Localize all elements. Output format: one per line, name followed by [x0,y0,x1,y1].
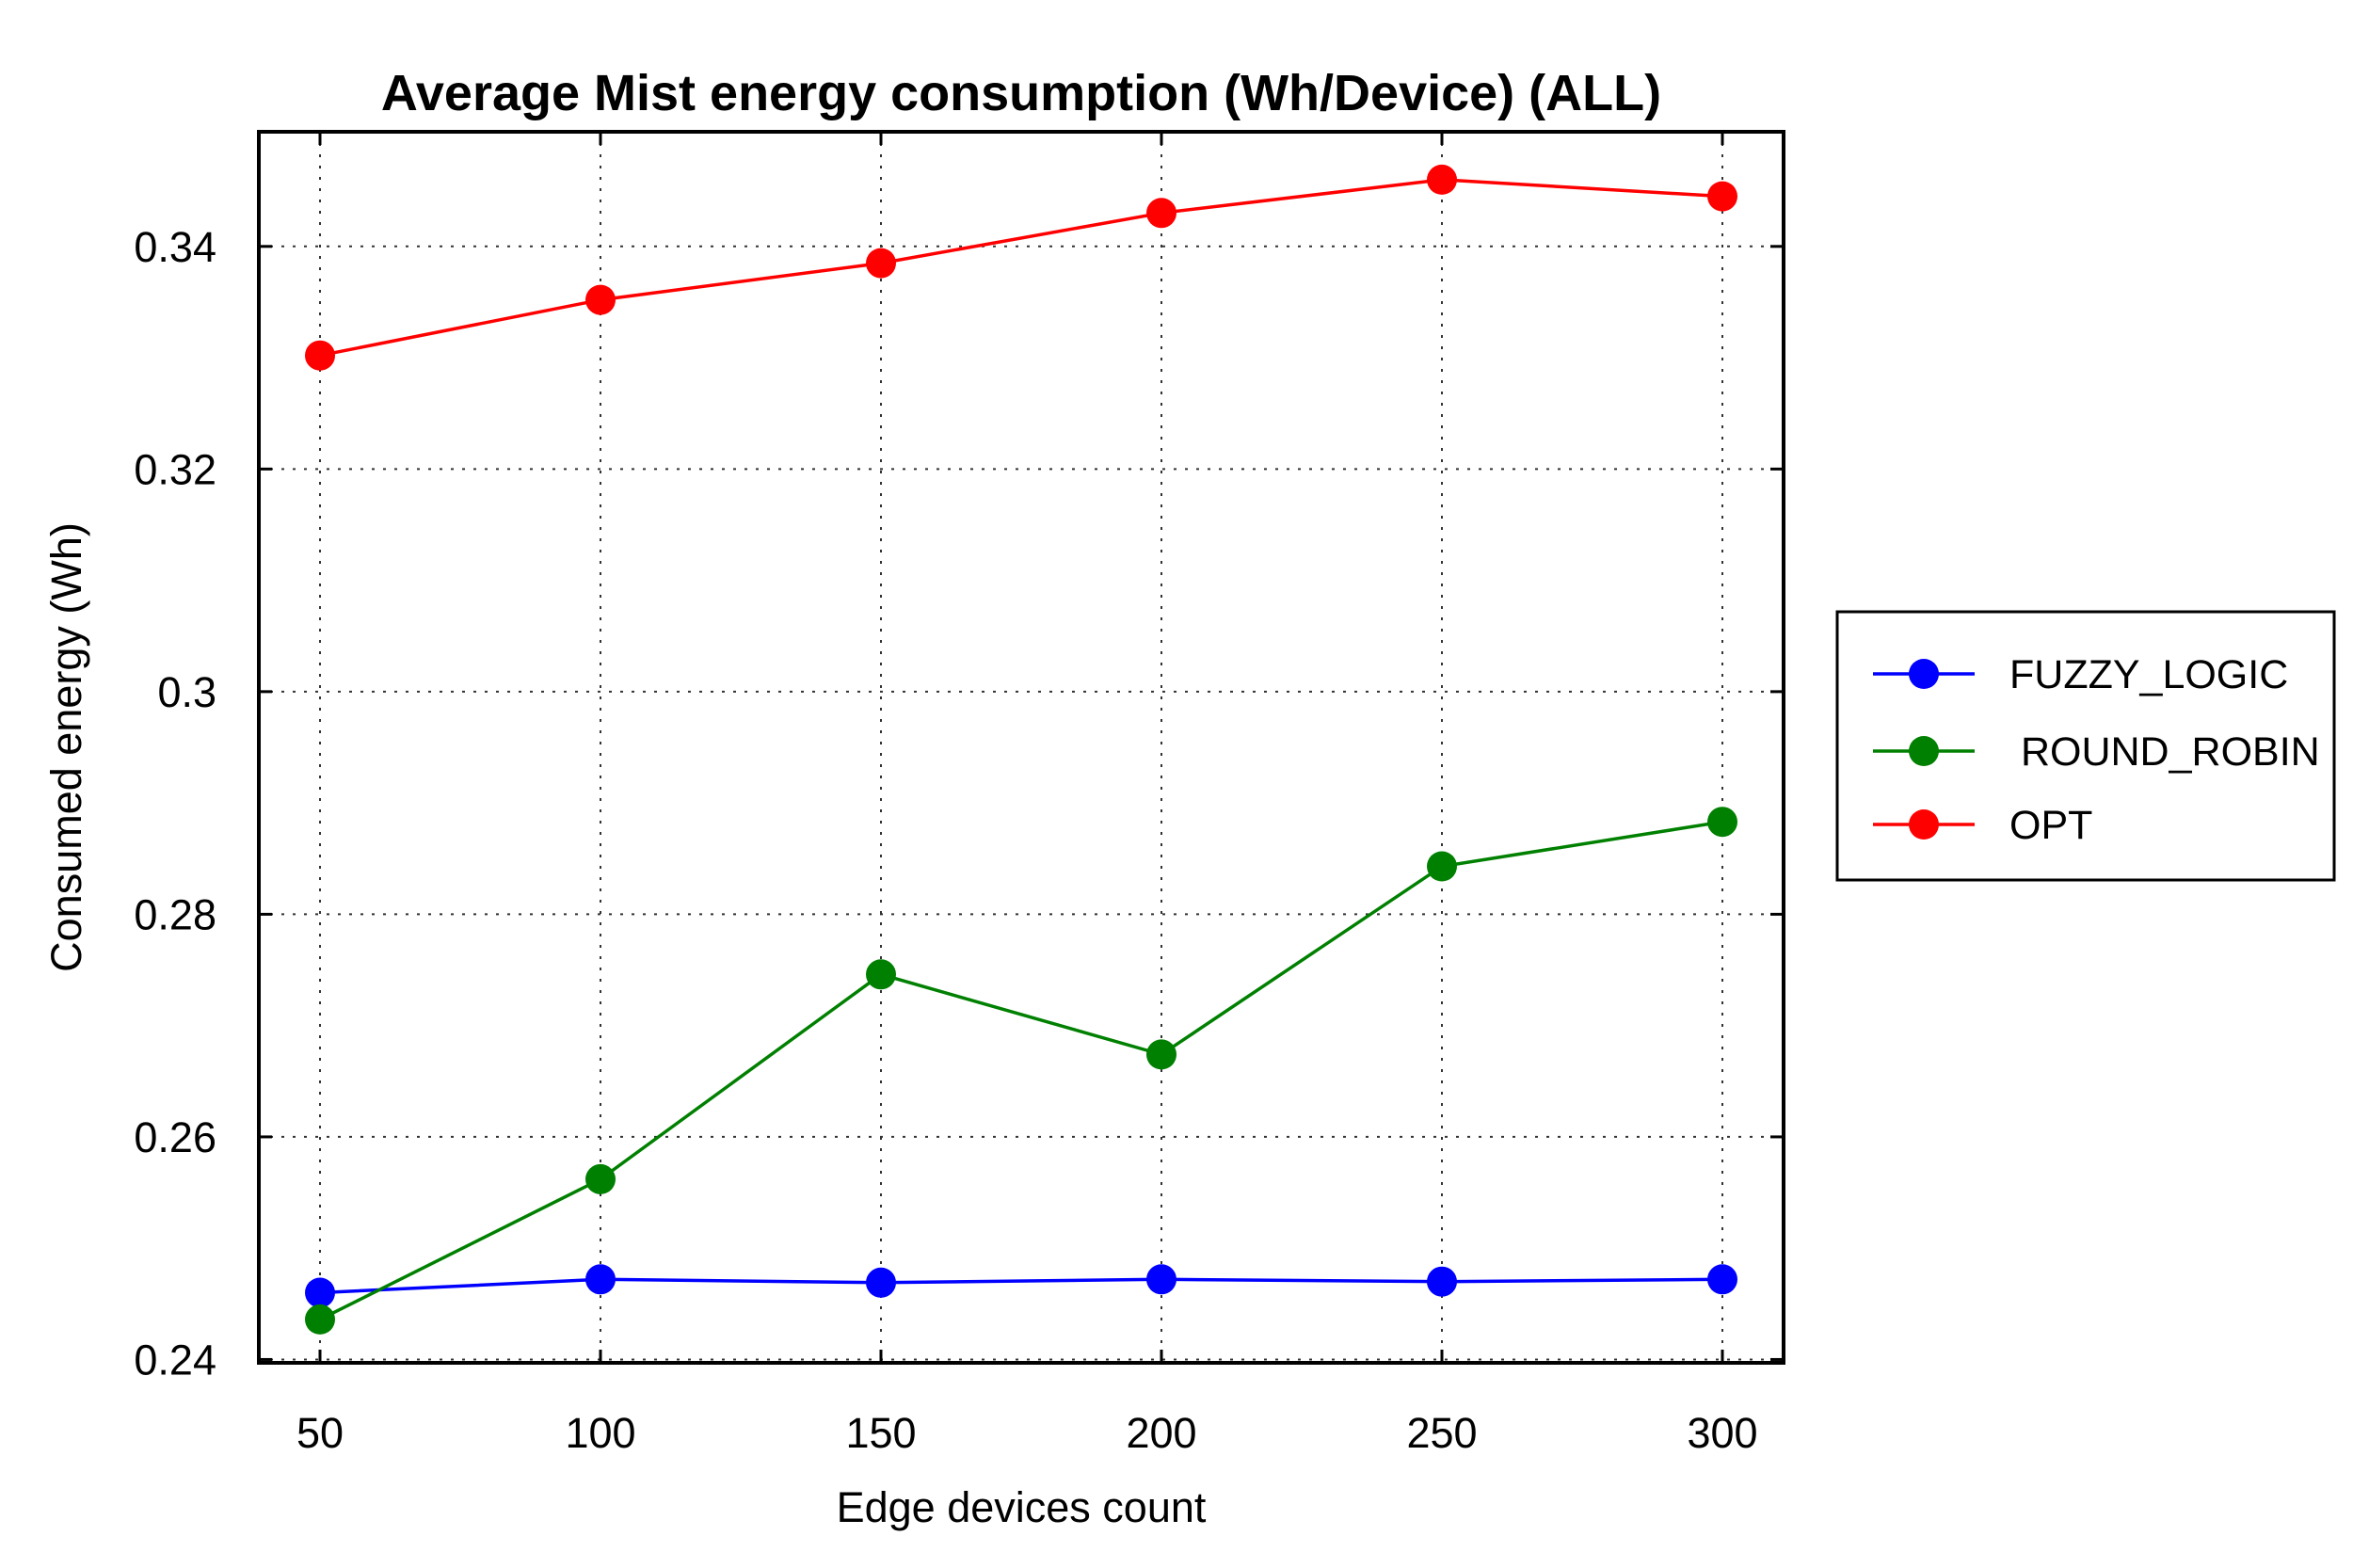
y-axis-label: Consumed energy (Wh) [42,522,90,972]
y-tick-label: 0.26 [134,1113,216,1161]
data-point [305,1304,335,1335]
legend: FUZZY_LOGIC ROUND_ROBIN OPT [1835,610,2336,882]
data-point [866,248,896,279]
data-point [1146,1264,1176,1295]
data-point [1427,1266,1457,1297]
data-point [585,1264,616,1295]
data-point [1707,1264,1737,1295]
y-tick-label: 0.28 [134,890,216,938]
x-tick-label: 250 [1406,1409,1477,1457]
data-point [305,340,335,371]
data-point [585,284,616,315]
x-tick-label: 150 [845,1409,916,1457]
legend-label: ROUND_ROBIN [2009,729,2320,775]
data-point [585,1163,616,1194]
y-tick-label: 0.24 [134,1336,216,1384]
data-point [1707,181,1737,212]
y-tick-label: 0.34 [134,223,216,271]
legend-label: FUZZY_LOGIC [2009,652,2288,697]
data-point [1146,198,1176,229]
series-line [319,1277,1723,1295]
x-tick-label: 100 [565,1409,635,1457]
x-tick-label: 300 [1687,1409,1757,1457]
legend-label: OPT [2009,803,2092,848]
data-point [1707,807,1737,838]
grid-lines [259,132,1784,1363]
legend-item: ROUND_ROBIN [1873,729,2320,775]
series-round-robin [305,807,1737,1335]
legend-marker [1909,736,1939,766]
series-opt [305,164,1737,371]
x-axis-label: Edge devices count [837,1483,1207,1531]
x-tick-label: 50 [296,1409,344,1457]
axis-ticks: 50 100 150 200 250 300 0.24 0.26 0.28 0.3 0.32 0.34 [134,132,1784,1457]
series-line [319,820,1723,1321]
series-layer [305,164,1737,1335]
data-point [1427,851,1457,882]
data-point [1427,164,1457,195]
data-point [866,959,896,990]
series-line [319,178,1723,358]
data-point [1146,1039,1176,1070]
plot-frame [257,130,1785,1365]
legend-marker [1909,809,1939,840]
legend-item: FUZZY_LOGIC [1873,652,2288,697]
data-point [305,1277,335,1308]
data-point [866,1267,896,1298]
legend-item: OPT [1873,803,2092,848]
y-tick-label: 0.32 [134,445,216,493]
y-tick-label: 0.3 [157,668,216,716]
legend-marker [1909,659,1939,689]
x-tick-label: 200 [1126,1409,1196,1457]
series-fuzzy-logic [305,1264,1737,1308]
chart-title: Average Mist energy consumption (Wh/Devi… [381,65,1661,121]
